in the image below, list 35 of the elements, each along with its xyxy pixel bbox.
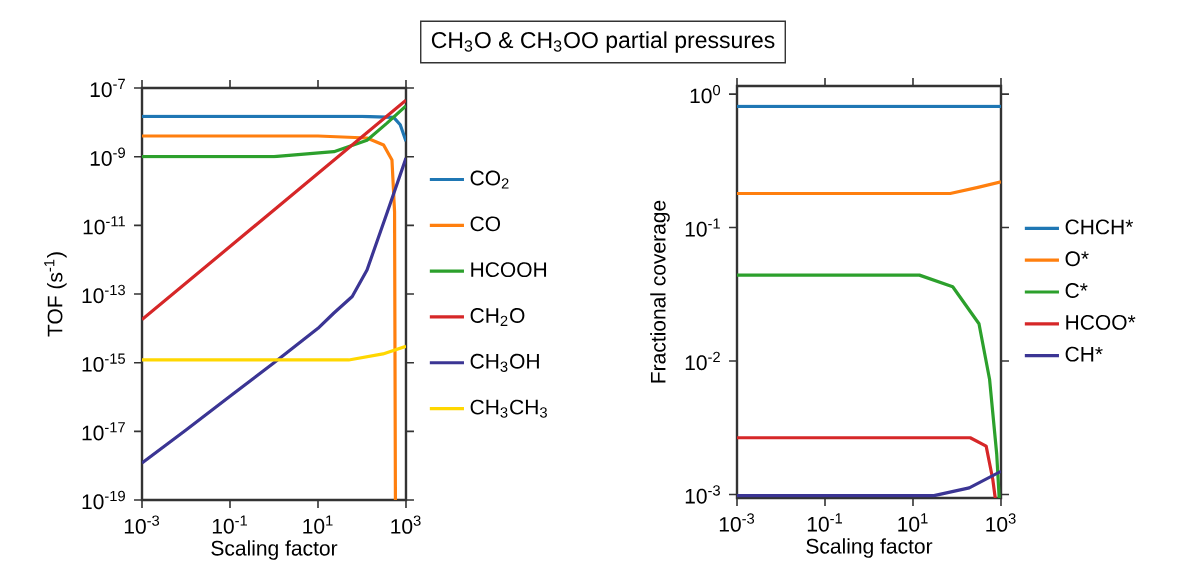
x-tick-label: 10$^{-3}$ bbox=[124, 515, 160, 534]
y-tick-label: 10$^{-11}$ bbox=[83, 216, 125, 235]
y-tick-label: 10$^{-13}$ bbox=[82, 284, 125, 304]
y-tick-label: 10$^{0}$ bbox=[690, 84, 721, 104]
x-tick-label: 10$^{3}$ bbox=[986, 513, 1016, 532]
y-tick-label: 10$^{-17}$ bbox=[82, 422, 125, 441]
x-tick-label: 10$^{1}$ bbox=[303, 515, 333, 534]
x-axis-title: Scaling factor bbox=[806, 538, 933, 558]
y-tick-label: 10$^{-2}$ bbox=[685, 351, 720, 371]
x-tick-label: 10$^{1}$ bbox=[898, 513, 928, 532]
legend-label: HCOO* bbox=[1066, 314, 1136, 330]
legend-label: CH$_{3}$CH$_{3}$ bbox=[470, 399, 547, 418]
x-tick-label: 10$^{-1}$ bbox=[807, 513, 842, 532]
y-tick-label: 10$^{-15}$ bbox=[82, 353, 125, 372]
x-tick-label: 10$^{-1}$ bbox=[212, 515, 248, 534]
y-tick-label: 10$^{-19}$ bbox=[82, 490, 125, 510]
legend-label: CO bbox=[470, 216, 501, 232]
legend-label: CHCH* bbox=[1065, 219, 1134, 235]
legend-label: CO$_{2}$ bbox=[470, 170, 509, 189]
legend-label: CH* bbox=[1065, 346, 1103, 362]
y-tick-label: 10$^{-1}$ bbox=[685, 218, 720, 237]
legend-label: CH$_{2}$O bbox=[470, 308, 525, 326]
legend-label: HCOOH bbox=[471, 262, 547, 278]
x-tick-label: 10$^{-3}$ bbox=[719, 513, 755, 532]
y-tick-label: 10$^{-3}$ bbox=[685, 485, 720, 504]
x-tick-label: 10$^{3}$ bbox=[391, 515, 421, 534]
legend-label: O* bbox=[1065, 251, 1089, 267]
x-axis-title: Scaling factor bbox=[211, 540, 338, 560]
y-axis-title: Fractional coverage bbox=[650, 200, 670, 383]
text: CH$_{3}$O & CH$_{3}$OO partial pressures bbox=[431, 31, 775, 53]
legend-label: C* bbox=[1065, 283, 1088, 298]
y-tick-label: 10$^{-7}$ bbox=[90, 78, 125, 98]
y-axis-title: TOF (s$^{-1}$) bbox=[44, 252, 67, 337]
legend-label: CH$_{3}$OH bbox=[470, 353, 539, 372]
y-tick-label: 10$^{-9}$ bbox=[90, 147, 125, 166]
